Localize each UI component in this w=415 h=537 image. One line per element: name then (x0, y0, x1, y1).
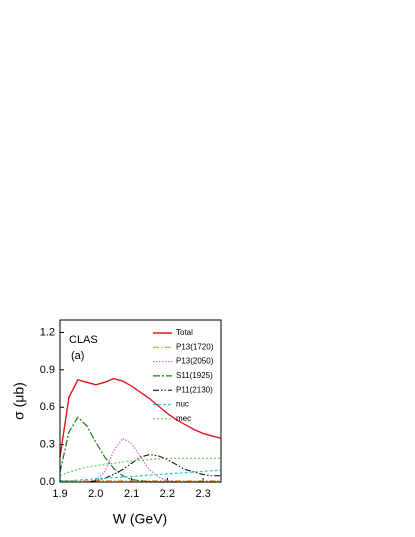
plot-frame (59, 319, 222, 483)
series-line (59, 457, 221, 477)
annotation: (a) (71, 350, 84, 362)
y-tick-label: 1.2 (40, 326, 55, 338)
legend-label: P13(2050) (176, 357, 214, 366)
annotation: CLAS (69, 334, 98, 346)
legend-label: S11(1925) (176, 371, 213, 380)
y-tick-label: 0.3 (40, 439, 55, 451)
legend-label: mec (176, 414, 191, 423)
legend-label: P13(1720) (176, 342, 214, 351)
y-axis-label: σ (μb) (11, 382, 27, 420)
series-line (60, 469, 222, 482)
x-tick-label: 2.2 (160, 488, 175, 500)
y-tick-label: 0.0 (40, 476, 55, 488)
y-tick-label: 0.9 (40, 364, 55, 376)
x-tick-label: 2.3 (195, 488, 210, 500)
x-tick-label: 1.9 (52, 488, 67, 500)
series-line (59, 377, 222, 458)
x-tick-label: 2.1 (124, 488, 139, 500)
legend-label: nuc (176, 400, 189, 409)
x-tick-label: 2.0 (88, 488, 103, 500)
y-tick-label: 0.6 (40, 401, 55, 413)
legend-label: Total (176, 328, 193, 337)
legend-label: P11(2130) (176, 385, 213, 394)
x-axis-label: W (GeV) (113, 511, 167, 527)
